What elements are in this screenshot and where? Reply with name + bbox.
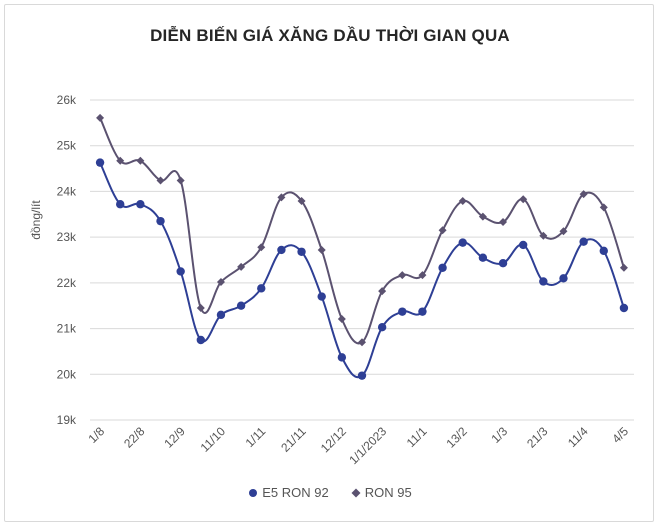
data-point-ron95 [619, 263, 628, 272]
data-point-e5-ron92 [498, 259, 508, 268]
data-point-e5-ron92 [317, 292, 326, 301]
data-point-ron95 [599, 203, 608, 212]
y-tick-label: 23k [57, 230, 77, 244]
data-point-e5-ron92 [236, 301, 246, 310]
series-line-ron95 [99, 117, 625, 345]
data-point-e5-ron92 [156, 216, 165, 226]
data-point-e5-ron92 [257, 284, 266, 293]
chart-title: DIỄN BIẾN GIÁ XĂNG DẦU THỜI GIAN QUA [150, 26, 510, 45]
y-tick-label: 26k [57, 93, 77, 107]
data-point-e5-ron92 [116, 200, 125, 209]
y-axis-label: đồng/lít [29, 200, 43, 240]
data-point-e5-ron92 [337, 353, 347, 362]
x-tick-label: 1/3 [488, 424, 510, 446]
data-point-e5-ron92 [559, 274, 568, 283]
data-point-e5-ron92 [277, 245, 286, 255]
data-point-ron95 [196, 304, 205, 312]
data-point-e5-ron92 [357, 371, 367, 380]
x-tick-label: 21/3 [524, 424, 551, 451]
data-point-e5-ron92 [418, 307, 427, 316]
data-point-e5-ron92 [196, 335, 206, 345]
chart-legend: E5 RON 92 RON 95 [0, 485, 660, 500]
y-tick-label: 24k [57, 184, 77, 198]
x-tick-label: 1/8 [85, 424, 107, 446]
data-point-ron95 [478, 212, 487, 221]
data-point-e5-ron92 [619, 303, 629, 313]
data-point-e5-ron92 [377, 323, 387, 332]
data-point-e5-ron92 [478, 253, 488, 262]
data-point-ron95 [116, 156, 125, 165]
x-tick-label: 11/10 [198, 424, 229, 455]
x-tick-label: 12/9 [161, 424, 188, 451]
data-point-ron95 [458, 197, 467, 206]
legend-circle-marker [249, 488, 258, 497]
x-tick-label: 1/11 [243, 424, 269, 450]
data-point-ron95 [96, 113, 105, 122]
data-point-ron95 [216, 277, 225, 286]
data-point-ron95 [257, 243, 266, 252]
data-point-ron95 [156, 176, 165, 185]
y-tick-label: 19k [57, 413, 77, 427]
data-point-ron95 [539, 231, 548, 240]
legend-item-ron95: RON 95 [351, 485, 412, 500]
data-point-ron95 [317, 245, 326, 254]
data-point-e5-ron92 [95, 158, 105, 167]
data-point-ron95 [237, 262, 246, 271]
legend-label-e5: E5 RON 92 [262, 485, 329, 500]
data-point-e5-ron92 [398, 307, 407, 316]
x-tick-label: 13/2 [443, 424, 470, 451]
data-point-e5-ron92 [518, 240, 528, 250]
x-tick-label: 12/12 [318, 424, 349, 455]
x-tick-label: 1/1/2023 [346, 424, 389, 467]
data-point-ron95 [358, 338, 366, 347]
legend-diamond-marker [351, 488, 361, 497]
data-point-ron95 [337, 314, 346, 323]
y-tick-label: 20k [57, 367, 77, 381]
y-tick-label: 25k [57, 139, 77, 153]
data-point-ron95 [559, 227, 568, 236]
data-point-e5-ron92 [599, 246, 608, 256]
legend-item-e5: E5 RON 92 [248, 485, 329, 500]
data-point-e5-ron92 [297, 247, 306, 256]
data-point-e5-ron92 [176, 267, 185, 276]
data-point-e5-ron92 [438, 263, 447, 272]
data-point-ron95 [398, 271, 407, 280]
data-point-ron95 [438, 226, 447, 235]
data-point-e5-ron92 [579, 237, 588, 246]
data-point-ron95 [579, 190, 588, 199]
data-point-ron95 [176, 176, 185, 185]
x-tick-label: 4/5 [609, 424, 631, 446]
y-tick-label: 21k [57, 322, 77, 336]
data-point-ron95 [136, 156, 145, 165]
data-point-ron95 [418, 271, 427, 280]
y-tick-label: 22k [57, 276, 77, 290]
data-point-e5-ron92 [216, 310, 226, 320]
legend-label-ron95: RON 95 [364, 485, 412, 500]
x-tick-label: 21/11 [278, 424, 309, 455]
data-point-e5-ron92 [539, 277, 548, 286]
data-point-ron95 [519, 195, 528, 204]
data-point-ron95 [499, 218, 508, 227]
data-point-ron95 [277, 193, 286, 202]
data-point-ron95 [297, 197, 306, 206]
chart-frame [4, 4, 654, 522]
x-tick-label: 22/8 [121, 424, 148, 451]
x-tick-label: 11/1 [404, 424, 430, 450]
data-point-ron95 [378, 287, 387, 296]
data-point-e5-ron92 [458, 238, 467, 247]
data-point-e5-ron92 [136, 200, 145, 209]
x-tick-label: 11/4 [565, 424, 591, 450]
